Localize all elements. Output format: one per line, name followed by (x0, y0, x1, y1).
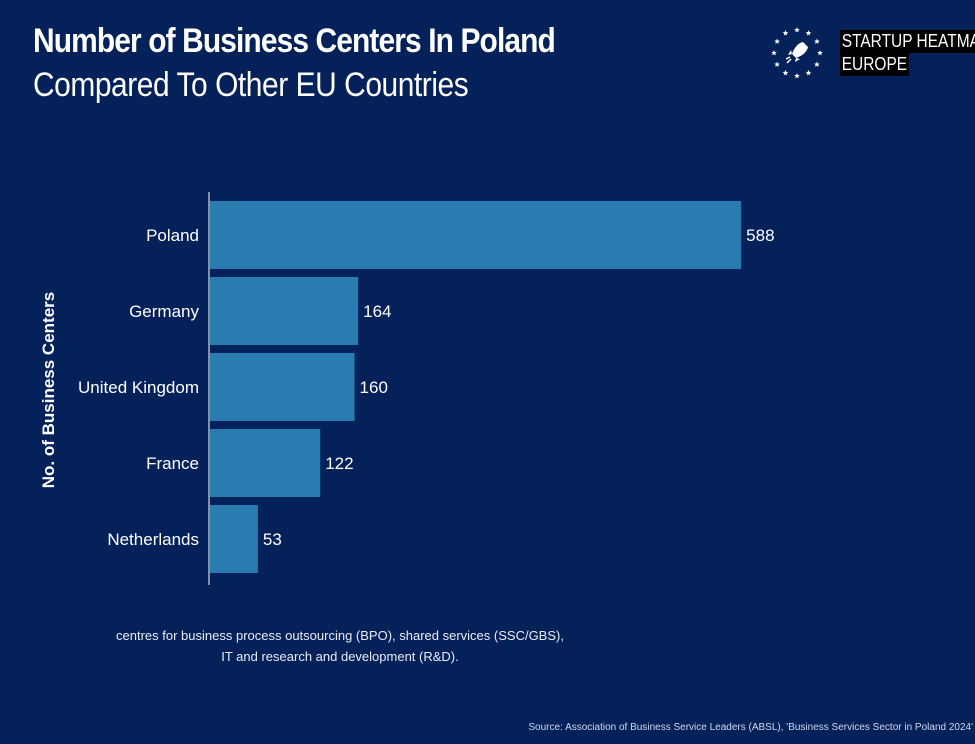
bar-germany (210, 277, 359, 345)
star-icon (805, 30, 812, 36)
category-label: Germany (129, 302, 199, 321)
category-label: Poland (146, 226, 199, 245)
star-icon (805, 69, 812, 76)
star-icon (782, 30, 789, 36)
footnote: centres for business process outsourcing… (100, 625, 580, 667)
category-label: Netherlands (107, 530, 199, 549)
category-label: United Kingdom (78, 378, 199, 397)
star-icon (774, 61, 780, 67)
bar-france (210, 429, 321, 497)
footnote-line2: IT and research and development (R&D). (221, 649, 459, 664)
rocket-stars-icon (771, 27, 823, 79)
source-note: Source: Association of Business Service … (528, 722, 973, 733)
star-icon (782, 69, 789, 76)
star-icon (794, 27, 800, 33)
star-icon (774, 38, 780, 44)
startup-heatmap-logo[interactable]: STARTUP HEATMAP EUROPE (768, 24, 975, 82)
value-label: 53 (263, 530, 282, 549)
star-icon (814, 61, 820, 67)
bar-netherlands (210, 505, 258, 573)
value-label: 122 (325, 454, 353, 473)
logo-text-line1: STARTUP HEATMAP (840, 30, 975, 53)
star-icon (771, 50, 777, 56)
bar-poland (210, 201, 742, 269)
value-label: 160 (360, 378, 388, 397)
bar-united-kingdom (210, 353, 355, 421)
star-icon (794, 73, 800, 79)
y-axis-label: No. of Business Centers (39, 292, 58, 489)
category-label: France (146, 454, 199, 473)
footnote-line1: centres for business process outsourcing… (116, 628, 564, 643)
star-icon (814, 38, 820, 44)
value-label: 164 (363, 302, 391, 321)
star-icon (817, 50, 823, 56)
value-label: 588 (746, 226, 774, 245)
page-title: Number of Business Centers In Poland (33, 22, 556, 60)
page-subtitle: Compared To Other EU Countries (33, 66, 469, 104)
logo-text-line2: EUROPE (840, 53, 909, 76)
